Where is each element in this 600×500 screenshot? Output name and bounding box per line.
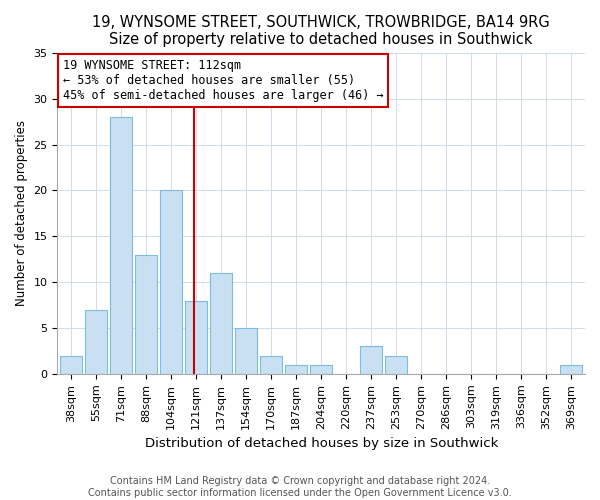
Bar — [260, 356, 283, 374]
Text: 19 WYNSOME STREET: 112sqm
← 53% of detached houses are smaller (55)
45% of semi-: 19 WYNSOME STREET: 112sqm ← 53% of detac… — [62, 59, 383, 102]
Bar — [360, 346, 382, 374]
Y-axis label: Number of detached properties: Number of detached properties — [15, 120, 28, 306]
Title: 19, WYNSOME STREET, SOUTHWICK, TROWBRIDGE, BA14 9RG
Size of property relative to: 19, WYNSOME STREET, SOUTHWICK, TROWBRIDG… — [92, 15, 550, 48]
Bar — [185, 300, 208, 374]
Bar — [85, 310, 107, 374]
Bar — [285, 365, 307, 374]
Bar — [560, 365, 583, 374]
Bar — [60, 356, 82, 374]
Bar — [210, 273, 232, 374]
X-axis label: Distribution of detached houses by size in Southwick: Distribution of detached houses by size … — [145, 437, 498, 450]
Bar — [310, 365, 332, 374]
Bar — [135, 254, 157, 374]
Bar — [160, 190, 182, 374]
Text: Contains HM Land Registry data © Crown copyright and database right 2024.
Contai: Contains HM Land Registry data © Crown c… — [88, 476, 512, 498]
Bar — [110, 117, 133, 374]
Bar — [385, 356, 407, 374]
Bar — [235, 328, 257, 374]
